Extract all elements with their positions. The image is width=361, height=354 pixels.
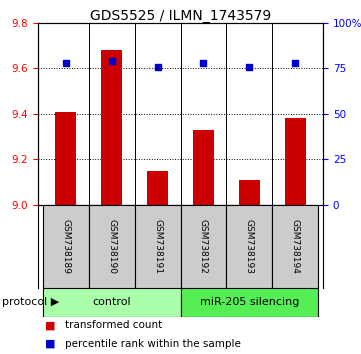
Bar [193,130,214,205]
Point [293,60,299,66]
Bar [239,179,260,205]
Text: transformed count: transformed count [65,320,162,330]
Text: GSM738194: GSM738194 [291,219,300,274]
Point [247,64,252,69]
Text: GSM738192: GSM738192 [199,219,208,274]
Text: GSM738193: GSM738193 [245,219,254,274]
Text: ■: ■ [45,320,56,330]
Text: protocol ▶: protocol ▶ [2,297,59,307]
Point [109,58,114,64]
Bar [88,205,135,288]
Point [155,64,160,69]
Bar [273,205,318,288]
Text: GDS5525 / ILMN_1743579: GDS5525 / ILMN_1743579 [90,9,271,23]
Bar [180,288,318,317]
Text: ■: ■ [45,339,56,349]
Bar [43,288,180,317]
Bar [43,205,88,288]
Text: GSM738191: GSM738191 [153,219,162,274]
Bar [180,205,226,288]
Bar [226,205,273,288]
Text: GSM738190: GSM738190 [107,219,116,274]
Text: miR-205 silencing: miR-205 silencing [200,297,299,307]
Text: control: control [92,297,131,307]
Point [62,60,68,66]
Text: percentile rank within the sample: percentile rank within the sample [65,339,241,349]
Point [201,60,206,66]
Bar [135,205,180,288]
Bar [147,171,168,205]
Bar [101,50,122,205]
Bar [285,118,306,205]
Bar [55,112,76,205]
Text: GSM738189: GSM738189 [61,219,70,274]
